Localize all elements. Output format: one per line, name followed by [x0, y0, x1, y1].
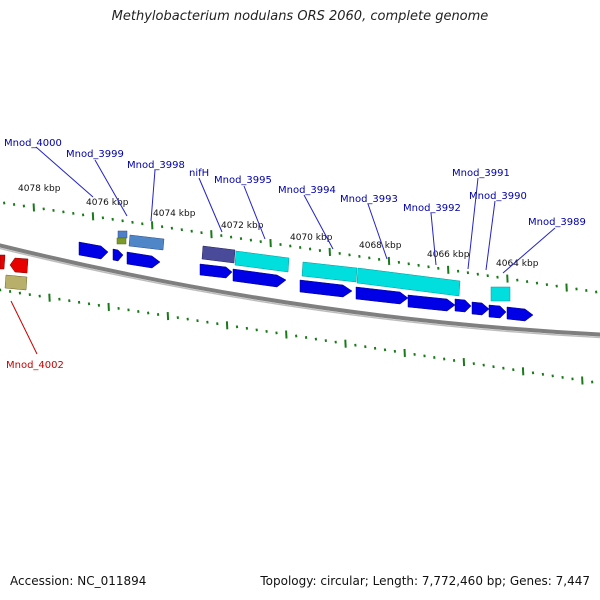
gene-arrow-forward[interactable] [407, 294, 456, 312]
gene-arrow-forward[interactable] [199, 263, 233, 279]
gene-arrow-forward[interactable] [454, 298, 472, 313]
gene-arrow-forward[interactable] [78, 241, 109, 260]
gene-label[interactable]: Mnod_3991 [452, 168, 510, 179]
gene-arrow-reverse[interactable] [0, 254, 6, 270]
scale-label: 4074 kbp [153, 209, 196, 219]
leader-line [467, 177, 479, 270]
gene-arrow-forward[interactable] [112, 248, 124, 262]
rna-feature[interactable] [356, 267, 461, 297]
gene-label[interactable]: Mnod_3998 [127, 160, 185, 171]
outer-tick-ring [3, 201, 598, 294]
leader-line [243, 185, 266, 240]
gene-label[interactable]: Mnod_3999 [66, 149, 124, 160]
leader-line [303, 194, 334, 250]
reverse-strand-genes [0, 254, 29, 291]
leader-line [150, 169, 156, 222]
leader-line [485, 200, 496, 271]
gene-label[interactable]: Mnod_4000 [4, 138, 62, 149]
rna-feature[interactable] [234, 250, 290, 273]
leader-line [94, 159, 128, 217]
nifh-feature[interactable] [201, 245, 236, 264]
gene-labels-forward: Mnod_4000 Mnod_3999 Mnod_3998 nifH Mnod_… [4, 138, 586, 228]
rna-feature[interactable] [490, 286, 511, 302]
leader-line [367, 203, 388, 260]
gene-arrow-forward[interactable] [506, 306, 534, 322]
scale-label: 4072 kbp [221, 221, 264, 231]
gene-label[interactable]: nifH [189, 168, 209, 179]
inner-tick-ring [0, 288, 594, 385]
feature-blocks [116, 230, 511, 302]
accession-text: Accession: NC_011894 [10, 574, 147, 588]
genome-backbone [0, 243, 600, 337]
rna-feature[interactable] [117, 230, 128, 239]
leader-line-reverse [10, 300, 38, 355]
gene-label[interactable]: Mnod_3995 [214, 175, 272, 186]
leader-line [198, 177, 223, 233]
gene-label[interactable]: Mnod_3992 [403, 203, 461, 214]
gene-arrow-forward[interactable] [488, 304, 507, 319]
gene-label[interactable]: Mnod_3993 [340, 194, 398, 205]
forward-strand-genes [78, 241, 534, 322]
rna-feature[interactable] [128, 234, 165, 251]
genome-summary-text: Topology: circular; Length: 7,772,460 bp… [260, 574, 590, 588]
label-leader-lines [35, 146, 556, 274]
gene-label-reverse[interactable]: Mnod_4002 [6, 360, 64, 371]
rna-feature[interactable] [116, 237, 127, 245]
scale-label: 4068 kbp [359, 241, 402, 251]
genome-backbone-shadow [0, 247, 600, 339]
rna-feature[interactable] [301, 261, 358, 283]
scale-label: 4066 kbp [427, 250, 470, 260]
scale-label: 4078 kbp [18, 184, 61, 194]
gene-arrow-forward[interactable] [355, 286, 409, 305]
gene-arrow-forward[interactable] [232, 268, 287, 288]
gene-label[interactable]: Mnod_3990 [469, 191, 527, 202]
map-title: Methylobacterium nodulans ORS 2060, comp… [111, 9, 489, 24]
scale-label: 4070 kbp [290, 233, 333, 243]
gene-arrow-forward[interactable] [471, 301, 490, 316]
leader-line [430, 212, 437, 266]
leader-line [35, 146, 94, 198]
scale-label: 4064 kbp [496, 259, 539, 269]
gene-label[interactable]: Mnod_3994 [278, 185, 336, 196]
gene-arrow-forward[interactable] [299, 279, 353, 298]
gene-arrow-forward[interactable] [126, 251, 161, 269]
scale-labels: 4078 kbp 4076 kbp 4074 kbp 4072 kbp 4070… [18, 184, 539, 269]
gene-block-reverse[interactable] [4, 274, 28, 291]
gene-arrow-reverse[interactable] [9, 257, 29, 274]
scale-label: 4076 kbp [86, 198, 129, 208]
leader-line [502, 227, 556, 274]
gene-label[interactable]: Mnod_3989 [528, 217, 586, 228]
